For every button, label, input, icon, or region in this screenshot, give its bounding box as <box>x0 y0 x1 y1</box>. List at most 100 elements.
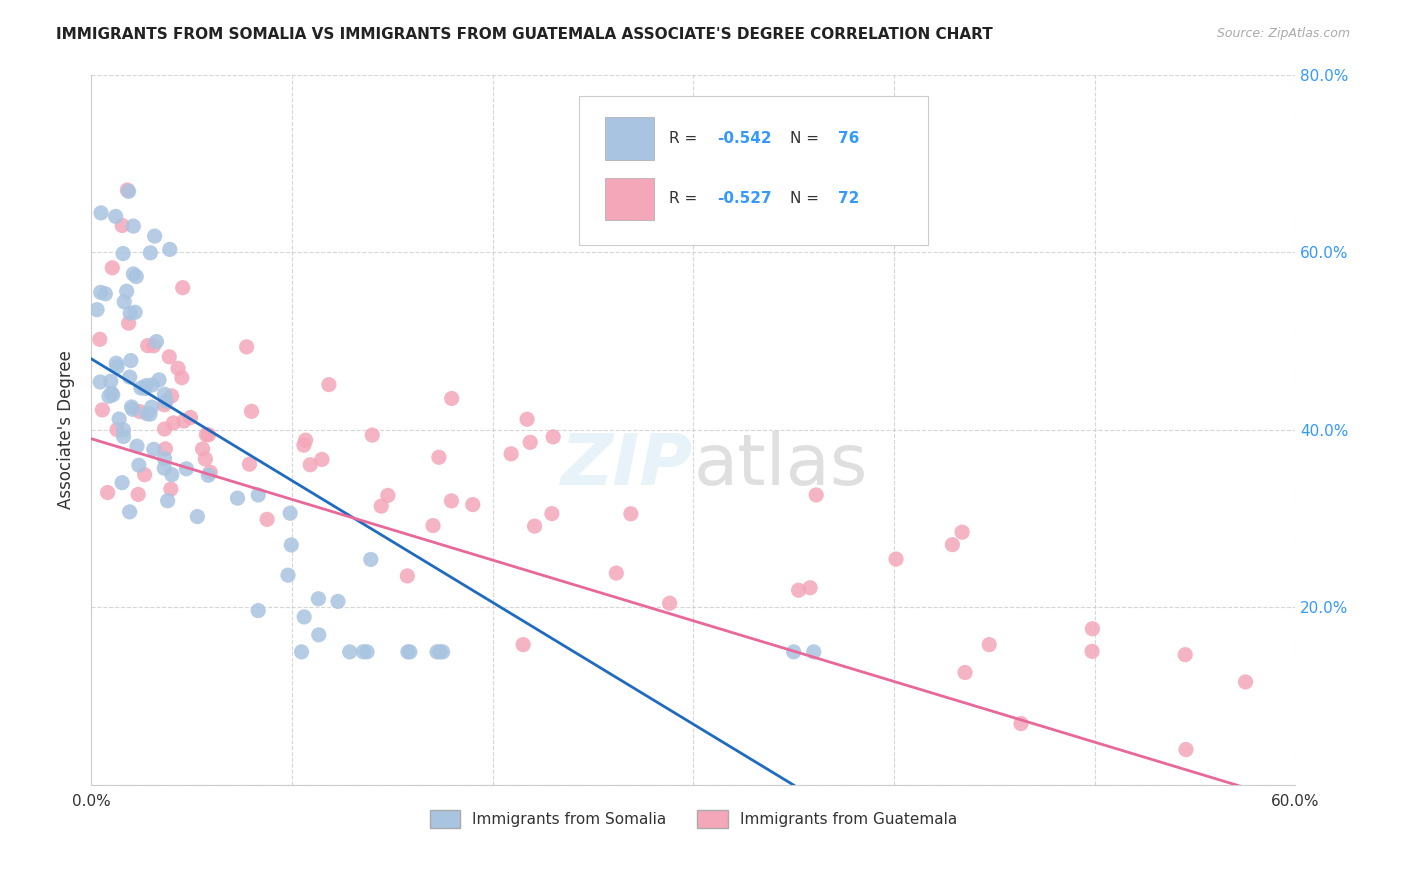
Point <box>141 400 163 414</box>
Point <box>1234 675 1257 690</box>
Point <box>108 412 131 426</box>
Point <box>159 243 181 257</box>
Point <box>173 414 195 428</box>
Point <box>112 429 135 443</box>
Point <box>94 286 117 301</box>
Point <box>139 245 162 260</box>
Point <box>111 475 134 490</box>
Text: -0.542: -0.542 <box>717 131 772 146</box>
Point <box>523 519 546 533</box>
Point <box>172 281 194 295</box>
Point <box>292 438 315 452</box>
Point <box>148 373 170 387</box>
Point <box>1174 648 1197 662</box>
Point <box>226 491 249 505</box>
Point <box>339 645 361 659</box>
Point <box>143 229 166 244</box>
Point <box>501 447 523 461</box>
Point <box>117 185 139 199</box>
Point <box>318 377 340 392</box>
Point <box>105 356 128 370</box>
Point <box>277 568 299 582</box>
Point <box>292 610 315 624</box>
Point <box>541 430 564 444</box>
Point <box>461 498 484 512</box>
Point <box>605 566 627 581</box>
Point <box>186 509 208 524</box>
Point <box>195 427 218 442</box>
Point <box>120 353 142 368</box>
Text: N =: N = <box>790 131 824 146</box>
Point <box>117 183 139 197</box>
Point <box>153 451 176 466</box>
Point <box>100 374 122 388</box>
Point <box>247 603 270 617</box>
Point <box>120 306 142 320</box>
Point <box>179 410 201 425</box>
Point <box>153 387 176 401</box>
Point <box>153 422 176 436</box>
Point <box>440 392 463 406</box>
Point <box>105 423 128 437</box>
Point <box>89 332 111 346</box>
Point <box>432 645 454 659</box>
Point <box>427 450 450 465</box>
Point <box>782 645 804 659</box>
Point <box>118 370 141 384</box>
Point <box>307 591 329 606</box>
Point <box>326 594 349 608</box>
Point <box>117 316 139 330</box>
Point <box>101 260 124 275</box>
Point <box>170 370 193 384</box>
Point <box>247 488 270 502</box>
Point <box>176 462 198 476</box>
Point <box>370 499 392 513</box>
Text: 72: 72 <box>838 192 859 206</box>
Point <box>97 389 120 403</box>
Point <box>356 645 378 659</box>
Point <box>352 645 374 659</box>
Text: atlas: atlas <box>693 431 868 500</box>
Text: IMMIGRANTS FROM SOMALIA VS IMMIGRANTS FROM GUATEMALA ASSOCIATE'S DEGREE CORRELAT: IMMIGRANTS FROM SOMALIA VS IMMIGRANTS FR… <box>56 27 993 42</box>
Text: R =: R = <box>669 131 703 146</box>
Point <box>141 377 163 392</box>
Point <box>396 569 419 583</box>
Point <box>519 435 541 450</box>
Point <box>160 482 183 496</box>
Point <box>299 458 322 472</box>
Point <box>160 467 183 482</box>
Point <box>803 645 825 659</box>
Point <box>429 645 451 659</box>
Point <box>136 407 159 421</box>
Point <box>122 219 145 233</box>
Point <box>100 386 122 401</box>
Point <box>112 246 135 260</box>
Point <box>799 581 821 595</box>
Point <box>105 359 128 374</box>
Point <box>194 452 217 467</box>
Point <box>86 302 108 317</box>
Text: R =: R = <box>669 192 703 206</box>
Point <box>884 552 907 566</box>
Point <box>280 538 302 552</box>
Point <box>516 412 538 426</box>
Point <box>1010 716 1032 731</box>
Point <box>128 404 150 418</box>
FancyBboxPatch shape <box>579 95 928 245</box>
Point <box>97 485 120 500</box>
Text: ZIP: ZIP <box>561 431 693 500</box>
Point <box>145 334 167 349</box>
Point <box>396 645 419 659</box>
Point <box>979 638 1001 652</box>
Point <box>134 381 156 395</box>
Point <box>125 439 148 453</box>
Point <box>142 442 165 457</box>
Point <box>200 465 222 479</box>
Point <box>941 538 963 552</box>
Point <box>121 400 143 414</box>
Point <box>139 407 162 421</box>
Text: Source: ZipAtlas.com: Source: ZipAtlas.com <box>1216 27 1350 40</box>
Point <box>111 219 134 233</box>
Point <box>112 423 135 437</box>
Point <box>1081 622 1104 636</box>
